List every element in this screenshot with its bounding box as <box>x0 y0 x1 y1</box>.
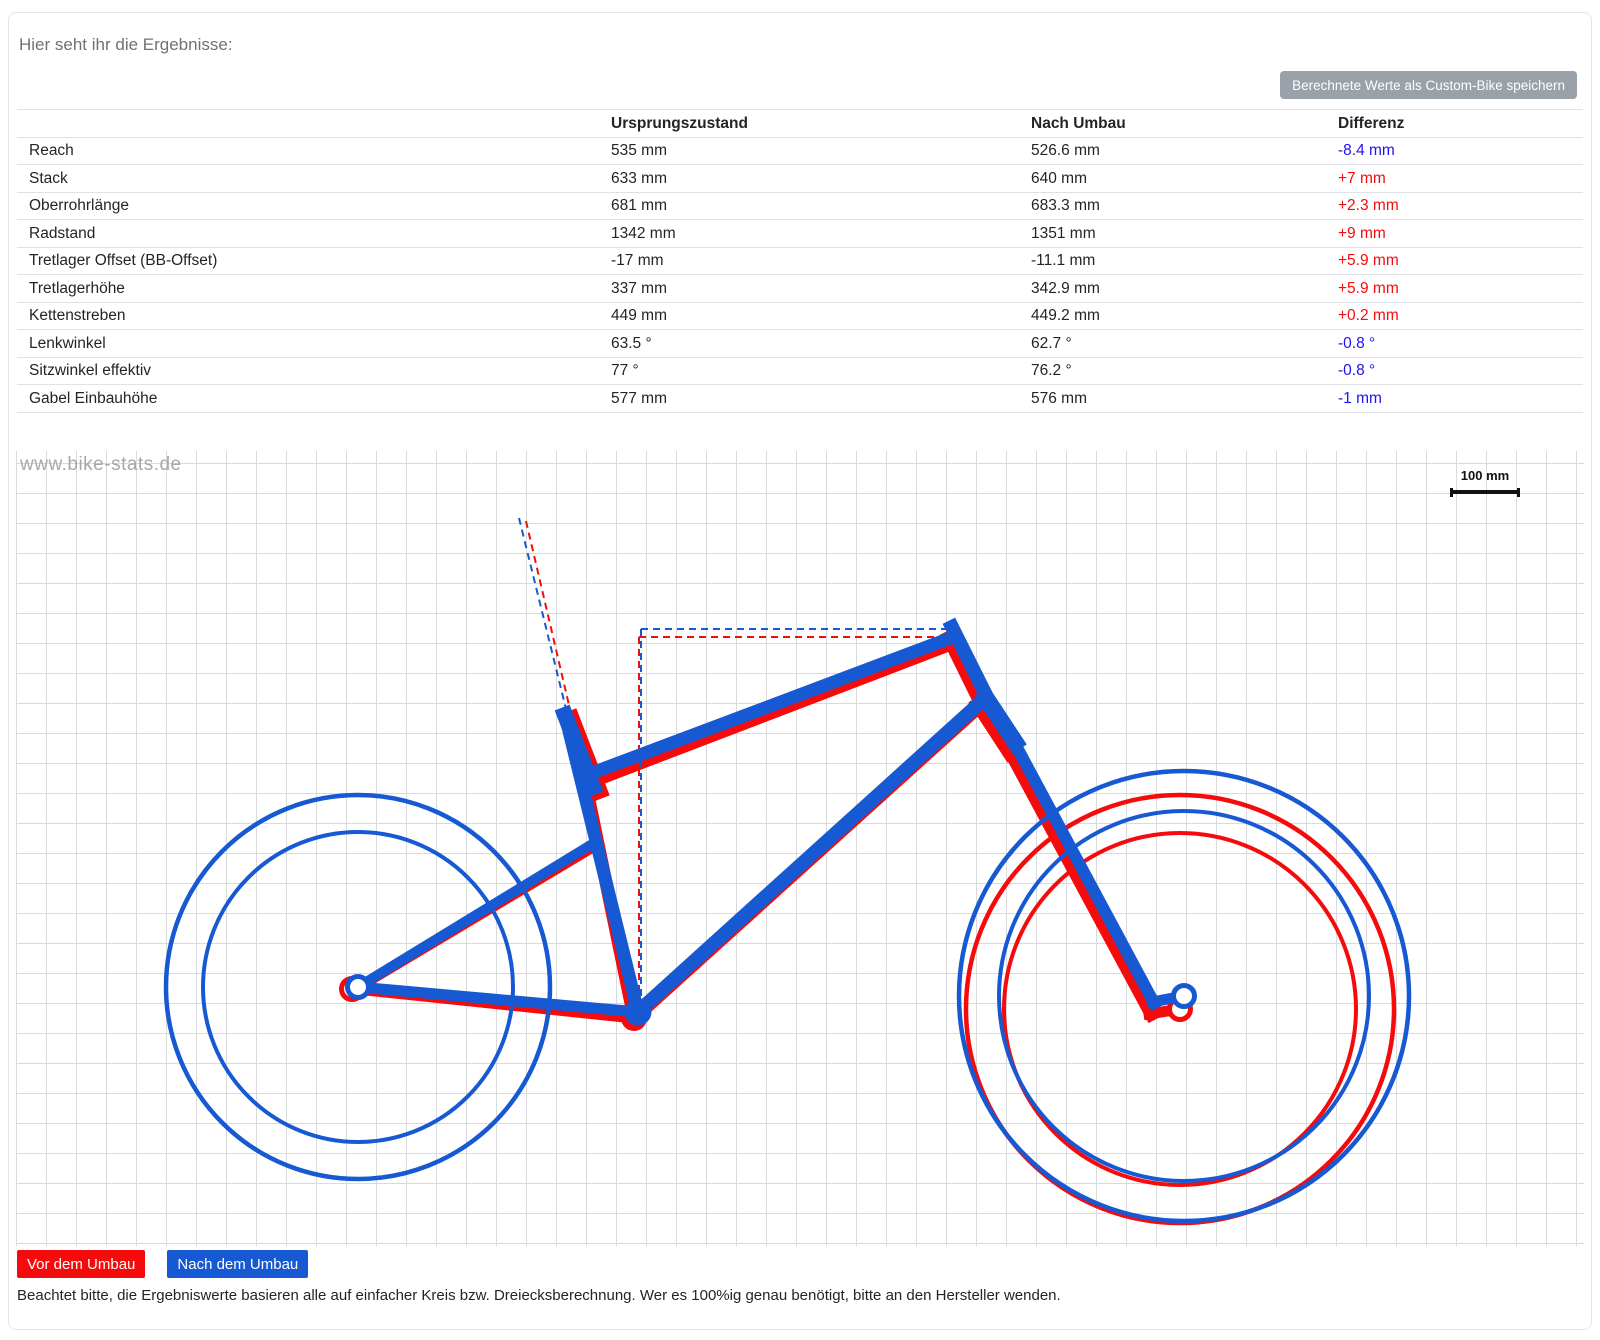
value-before: 681 mm <box>599 191 1019 220</box>
row-label: Radstand <box>17 219 599 247</box>
row-label: Oberrohrlänge <box>17 191 599 220</box>
table-row: Kettenstreben 449 mm 449.2 mm +0.2 mm <box>17 301 1583 330</box>
geometry-table: Ursprungszustand Nach Umbau Differenz Re… <box>17 109 1583 413</box>
bb-after <box>624 998 652 1026</box>
fork-leg-after <box>1004 731 1163 1012</box>
value-after: -11.1 mm <box>1019 246 1326 275</box>
save-custom-bike-button[interactable]: Berechnete Werte als Custom-Bike speiche… <box>1280 71 1577 99</box>
value-after: 342.9 mm <box>1019 274 1326 302</box>
chainstay-after <box>352 981 644 1018</box>
legend: Vor dem Umbau Nach dem Umbau <box>17 1250 309 1278</box>
value-before: 1342 mm <box>599 219 1019 247</box>
value-after: 449.2 mm <box>1019 301 1326 330</box>
table-row: Oberrohrlänge 681 mm 683.3 mm +2.3 mm <box>17 191 1583 220</box>
watermark: www.bike-stats.de <box>20 454 182 475</box>
seat-angle-line-before <box>525 520 573 719</box>
value-after: 62.7 ° <box>1019 329 1326 357</box>
scale-label: 100 mm <box>1460 468 1510 483</box>
table-row: Sitzwinkel effektiv 77 ° 76.2 ° -0.8 ° <box>17 356 1583 385</box>
bike-drawing <box>163 517 1412 1226</box>
value-diff: -1 mm <box>1326 384 1583 412</box>
header-empty <box>17 109 599 137</box>
row-label: Gabel Einbauhöhe <box>17 384 599 412</box>
fork-leg-before <box>999 740 1160 1024</box>
rear-tire-after <box>163 792 553 1182</box>
table-row: Tretlager Offset (BB-Offset) -17 mm -11.… <box>17 246 1583 275</box>
bike-after <box>163 517 1412 1224</box>
legend-before-button[interactable]: Vor dem Umbau <box>17 1250 146 1278</box>
footer-note: Beachtet bitte, die Ergebniswerte basier… <box>17 1287 1061 1304</box>
headtube-before <box>939 628 992 715</box>
value-before: 535 mm <box>599 136 1019 165</box>
geometry-diagram: www.bike-stats.de 100 mm <box>16 451 1584 1246</box>
toptube-after <box>575 627 965 785</box>
header-before: Ursprungszustand <box>599 109 1019 137</box>
value-before: 577 mm <box>599 384 1019 412</box>
row-label: Sitzwinkel effektiv <box>17 356 599 385</box>
table-row: Stack 633 mm 640 mm +7 mm <box>17 164 1583 192</box>
value-after: 1351 mm <box>1019 219 1326 247</box>
seat-angle-line-after <box>518 517 568 714</box>
value-before: -17 mm <box>599 246 1019 275</box>
value-after: 526.6 mm <box>1019 136 1326 165</box>
headtube-after <box>942 617 998 709</box>
table-header-row: Ursprungszustand Nach Umbau Differenz <box>17 109 1583 137</box>
value-diff: +5.9 mm <box>1326 274 1583 302</box>
legend-after-button[interactable]: Nach dem Umbau <box>167 1250 309 1278</box>
value-after: 683.3 mm <box>1019 191 1326 220</box>
front-tire-after <box>956 768 1412 1224</box>
table-row: Reach 535 mm 526.6 mm -8.4 mm <box>17 136 1583 165</box>
table-row: Gabel Einbauhöhe 577 mm 576 mm -1 mm <box>17 384 1583 412</box>
downtube-after <box>630 691 992 1020</box>
value-diff: +9 mm <box>1326 219 1583 247</box>
table-row: Lenkwinkel 63.5 ° 62.7 ° -0.8 ° <box>17 329 1583 357</box>
row-label: Tretlager Offset (BB-Offset) <box>17 246 599 275</box>
page-title: Hier seht ihr die Ergebnisse: <box>19 35 233 54</box>
value-after: 576 mm <box>1019 384 1326 412</box>
row-label: Stack <box>17 164 599 192</box>
header-diff: Differenz <box>1326 109 1583 137</box>
header-after: Nach Umbau <box>1019 109 1326 137</box>
value-diff: +7 mm <box>1326 164 1583 192</box>
row-label: Reach <box>17 136 599 165</box>
value-diff: -0.8 ° <box>1326 329 1583 357</box>
seatstay-after <box>351 839 596 994</box>
scale-indicator: 100 mm <box>1450 468 1520 497</box>
front-rim-after <box>997 809 1371 1183</box>
value-diff: +0.2 mm <box>1326 301 1583 330</box>
results-card: Hier seht ihr die Ergebnisse: Berechnete… <box>8 12 1592 1330</box>
value-after: 76.2 ° <box>1019 356 1326 385</box>
value-diff: -0.8 ° <box>1326 356 1583 385</box>
rear-hub-after <box>345 974 371 1000</box>
front-rim-before <box>1002 831 1358 1187</box>
scale-bar <box>1450 488 1520 497</box>
fork-crown-before <box>968 693 1022 763</box>
row-label: Tretlagerhöhe <box>17 274 599 302</box>
value-diff: +5.9 mm <box>1326 246 1583 275</box>
rear-rim-after <box>201 830 515 1144</box>
table-row: Tretlagerhöhe 337 mm 342.9 mm +5.9 mm <box>17 274 1583 302</box>
value-diff: +2.3 mm <box>1326 191 1583 220</box>
value-before: 337 mm <box>599 274 1019 302</box>
fork-crown-after <box>974 686 1027 754</box>
row-label: Kettenstreben <box>17 301 599 330</box>
front-hub-after <box>1171 983 1197 1009</box>
row-label: Lenkwinkel <box>17 329 599 357</box>
value-after: 640 mm <box>1019 164 1326 192</box>
value-before: 77 ° <box>599 356 1019 385</box>
value-before: 449 mm <box>599 301 1019 330</box>
value-before: 633 mm <box>599 164 1019 192</box>
table-row: Radstand 1342 mm 1351 mm +9 mm <box>17 219 1583 247</box>
value-diff: -8.4 mm <box>1326 136 1583 165</box>
value-before: 63.5 ° <box>599 329 1019 357</box>
